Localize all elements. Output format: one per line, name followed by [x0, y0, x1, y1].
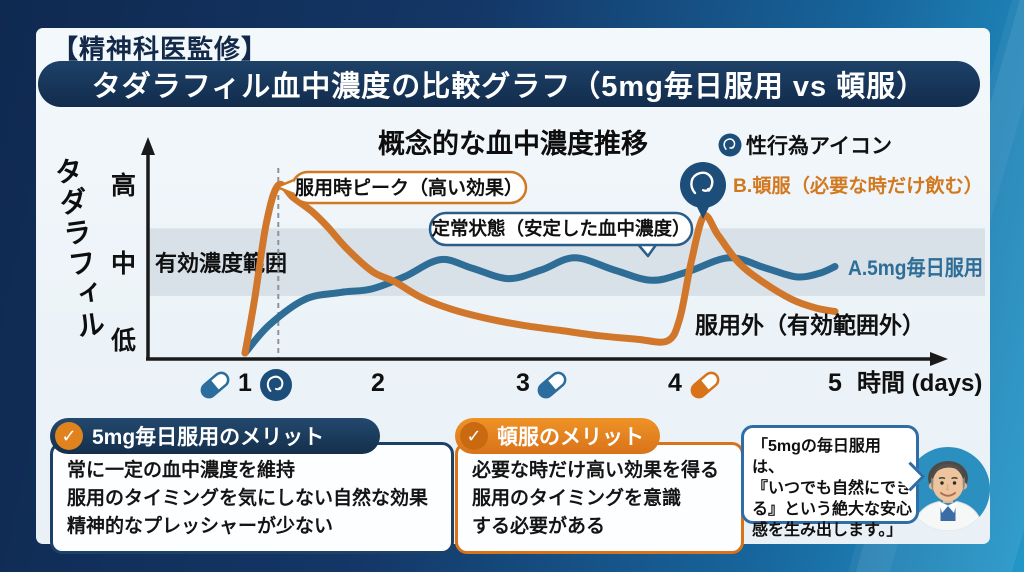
effective-range-label: 有効濃度範囲 — [155, 251, 287, 276]
pill-capsule-icon-orange — [690, 371, 720, 399]
y-tick-mid: 中 — [111, 250, 136, 278]
merit-ondemand-title: 頓服のメリット — [497, 426, 644, 449]
sexual-activity-icon — [260, 369, 292, 401]
x-axis-arrow — [930, 352, 948, 366]
x-tick-4: 4 — [668, 369, 682, 397]
title-banner: タダラフィル血中濃度の比較グラフ（5mg毎日服用 vs 頓服） — [38, 61, 980, 107]
y-tick-high: 高 — [111, 171, 136, 200]
doctor-avatar — [906, 447, 990, 531]
supervision-label: 【精神科医監修】 — [52, 34, 269, 64]
check-icon: ✓ — [460, 422, 488, 450]
sexual-activity-peak-pin — [680, 162, 726, 219]
x-tick-2: 2 — [371, 369, 385, 397]
peak-annotation-text: 服用時ピーク（高い効果） — [295, 176, 523, 199]
merit-ondemand-body: 必要な時だけ高い効果を得る 服用のタイミングを意識 する必要がある — [455, 442, 744, 554]
x-tick-1: 1 — [238, 369, 252, 397]
sexual-activity-icon — [718, 133, 742, 157]
below-range-label: 服用外（有効範囲外） — [695, 312, 925, 338]
y-axis-arrow — [141, 137, 155, 155]
content-card: 【精神科医監修】 タダラフィル血中濃度の比較グラフ（5mg毎日服用 vs 頓服）… — [36, 28, 990, 554]
peak-annotation-bubble: 服用時ピーク（高い効果） — [275, 170, 528, 205]
steady-annotation-bubble: 定常状態（安定した血中濃度） — [428, 211, 694, 258]
series-b-curve-ondemand — [241, 180, 839, 357]
merit-daily-header: ✓ 5mg毎日服用のメリット — [50, 418, 380, 454]
series-a-label: A.5mg毎日服用 — [848, 256, 983, 280]
x-tick-3: 3 — [516, 369, 530, 397]
x-tick-5: 5 — [828, 369, 842, 397]
check-icon: ✓ — [55, 422, 83, 450]
merit-daily-body: 常に一定の血中濃度を維持 服用のタイミングを気にしない自然な効果 精神的なプレッ… — [50, 442, 454, 554]
merit-ondemand-header: ✓ 頓服のメリット — [455, 418, 660, 454]
pill-capsule-icon-blue — [200, 371, 230, 399]
page-title: タダラフィル血中濃度の比較グラフ（5mg毎日服用 vs 頓服） — [91, 71, 927, 103]
concentration-chart: 有効濃度範囲 高 中 低 服用外（有効範囲外） A.5mg毎日服用 服用時ピーク — [110, 133, 985, 401]
steady-annotation-text: 定常状態（安定した血中濃度） — [431, 218, 690, 239]
legend-icon-label: 性行為アイコン — [746, 134, 892, 158]
series-b-label: B.頓服（必要な時だけ飲む） — [733, 174, 983, 197]
y-tick-low: 低 — [110, 327, 136, 355]
x-axis-label: 時間 (days) — [857, 370, 982, 397]
series-a-curve-daily — [241, 254, 839, 357]
pill-capsule-icon-blue — [537, 371, 567, 399]
doctor-quote-bubble: 「5mgの毎日服用は、 『いつでも自然にでき る』という絶大な安心 感を生み出し… — [741, 425, 919, 539]
merit-daily-title: 5mg毎日服用のメリット — [92, 426, 325, 449]
chart-subtitle: 概念的な血中濃度推移 — [378, 129, 648, 159]
